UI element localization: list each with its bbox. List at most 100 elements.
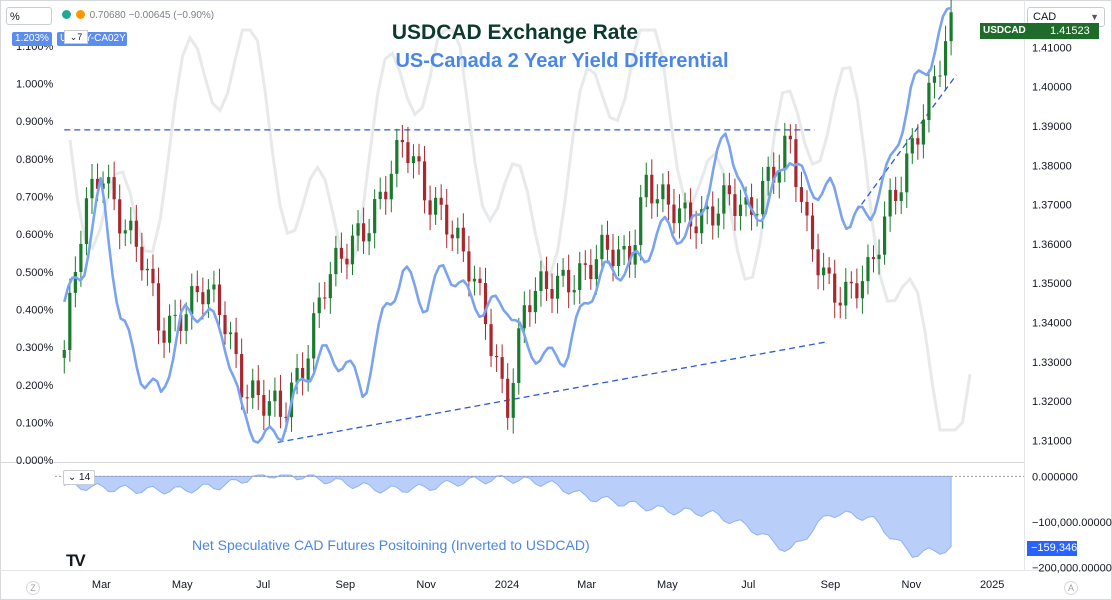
candle-body [666, 184, 671, 205]
candle-body [240, 354, 244, 398]
legend-collapse-tag[interactable]: ⌄7 [64, 30, 88, 44]
right-axis-tick-label: 1.36000 [1032, 239, 1072, 251]
corner-right-button[interactable]: A [1064, 581, 1078, 595]
scale-input[interactable]: % [6, 7, 52, 25]
candle-body [345, 258, 349, 265]
candle-body [539, 271, 543, 292]
left-axis-tick-label: 0.100% [16, 417, 54, 429]
candle-body [583, 263, 587, 265]
candle-body [489, 324, 493, 356]
candle-body [373, 199, 377, 234]
ghost-line-layer [68, 28, 972, 432]
candle-body [195, 286, 199, 293]
candle-body [472, 278, 477, 282]
x-axis-tick-label: Nov [902, 579, 922, 591]
candle-body [882, 216, 887, 255]
candle-body [572, 290, 576, 293]
candle-body [228, 332, 233, 335]
green-dot-icon [62, 10, 71, 19]
cot-axis: 0.000000 −100,000.00000 −200,000.00000 [1032, 471, 1112, 574]
x-axis-tick-label: Mar [92, 579, 111, 591]
candle-body [134, 220, 138, 247]
candle-body [212, 284, 216, 290]
right-axis-tick-label: 1.37000 [1032, 200, 1072, 212]
candle-body [949, 12, 953, 42]
candle-body [650, 174, 654, 204]
left-axis-tick-label: 1.000% [16, 78, 54, 90]
left-axis-tick-label: 0.400% [16, 304, 54, 316]
candle-body [367, 233, 371, 242]
candle-body [672, 204, 676, 224]
candle-body [68, 292, 72, 350]
candle-body [722, 185, 726, 214]
right-axis-tick-label: 1.41000 [1032, 42, 1072, 54]
candle-body [744, 197, 748, 205]
price-tag-value: 1.41523 [1047, 23, 1099, 39]
x-axis-tick-label: Sep [821, 579, 841, 591]
candle-body [384, 191, 388, 200]
candle-body [905, 153, 909, 193]
pane2-collapse-tag[interactable]: ⌄ 14 [63, 470, 95, 485]
candle-body [605, 234, 610, 250]
candle-body [738, 204, 743, 217]
candle-body [434, 197, 438, 215]
candle-body [822, 267, 826, 276]
legend-values: 0.70680 −0.00645 (−0.90%) [62, 10, 214, 21]
candle-body [234, 332, 238, 355]
yield-diff-line [63, 6, 952, 444]
candle-body [84, 198, 89, 244]
chart-subtitle: US-Canada 2 Year Yield Differential [395, 50, 728, 72]
orange-d-icon [75, 10, 85, 19]
candle-body [500, 357, 504, 379]
candle-body [361, 223, 366, 242]
candle-body [173, 314, 177, 316]
candle-body [145, 268, 150, 271]
candle-body [162, 330, 166, 343]
candle-body [639, 197, 643, 246]
corner-left-button[interactable]: Z [26, 581, 40, 595]
candle-body [844, 281, 848, 306]
candle-body [79, 243, 83, 273]
candle-body [772, 166, 776, 183]
candle-body [317, 297, 321, 314]
candle-body [295, 367, 299, 383]
candle-body [301, 367, 305, 380]
candle-body [877, 254, 881, 260]
candle-body [860, 281, 865, 299]
candle-body [179, 314, 183, 331]
candle-body [167, 315, 172, 343]
candle-body [506, 378, 510, 418]
candle-body [705, 206, 709, 210]
legend-collapse-count: 7 [77, 32, 83, 42]
x-axis-tick-label: Jul [741, 579, 755, 591]
candle-body [339, 247, 344, 259]
candle-body [810, 215, 815, 250]
candle-body [62, 349, 66, 358]
x-axis-tick-label: Mar [577, 579, 596, 591]
candle-body [245, 397, 249, 399]
candle-body [533, 291, 537, 313]
left-axis-tick-label: 0.000% [16, 455, 54, 467]
candle-body [112, 177, 116, 200]
candle-body [428, 200, 432, 215]
candle-body [284, 416, 288, 418]
candle-body [256, 380, 260, 396]
candle-body [251, 380, 255, 398]
candle-body [727, 185, 731, 195]
candle-body [827, 267, 831, 274]
tradingview-logo: TV [66, 551, 86, 570]
candle-body [483, 283, 488, 325]
chevron-down-icon: ⌄ [67, 472, 77, 483]
right-axis-tick-label: 1.32000 [1032, 396, 1072, 408]
candle-body [794, 139, 798, 188]
candle-body [323, 297, 327, 299]
chart-title: USDCAD Exchange Rate [392, 21, 638, 44]
candle-body [910, 138, 914, 154]
candle-body [694, 226, 698, 234]
candle-body [439, 197, 443, 205]
right-axis-tick-label: 1.31000 [1032, 435, 1072, 447]
candle-body [395, 139, 399, 174]
candle-body [783, 135, 787, 171]
candle-body [90, 178, 94, 199]
